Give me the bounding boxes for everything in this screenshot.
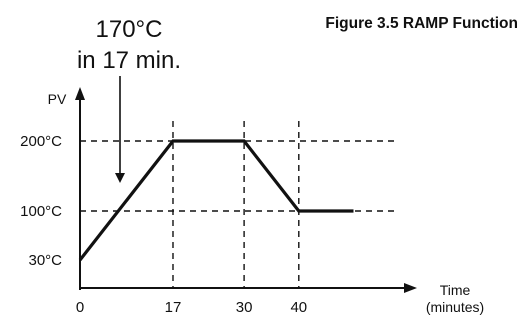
x-axis-arrowhead [404, 283, 417, 293]
ramp-profile-line [78, 139, 354, 261]
x-axis-label-line-1: Time [440, 282, 471, 298]
figure-title: Figure 3.5 RAMP Function [325, 15, 518, 32]
guide-lines [80, 121, 398, 288]
tick-labels: 0 17 30 40 30°C 100°C 200°C [20, 133, 307, 316]
annotation-line-1: 170°C [96, 16, 163, 43]
x-axis-label-line-2: (minutes) [426, 299, 484, 315]
x-tick-label: 40 [290, 299, 307, 316]
annotation-line-2: in 17 min. [77, 47, 181, 74]
y-tick-label: 200°C [20, 133, 62, 150]
y-tick-label: 30°C [28, 252, 62, 269]
y-tick-label: 100°C [20, 203, 62, 220]
y-axis-label: PV [48, 91, 67, 107]
y-axis-arrowhead [75, 87, 85, 100]
x-tick-label: 17 [165, 299, 182, 316]
x-tick-label: 0 [76, 299, 84, 316]
x-tick-label: 30 [236, 299, 253, 316]
